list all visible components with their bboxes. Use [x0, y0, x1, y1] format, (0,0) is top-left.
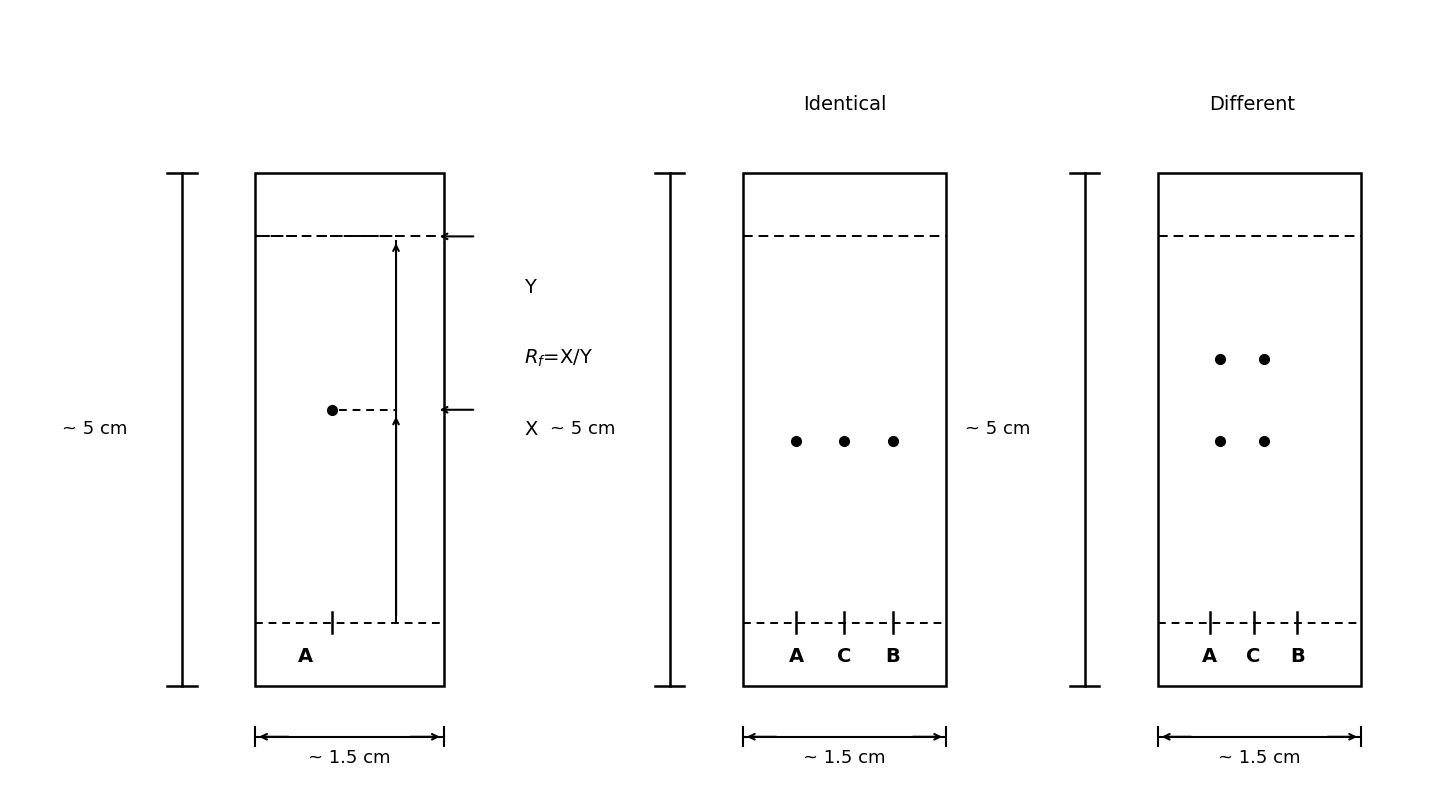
Text: C: C: [837, 647, 852, 666]
Text: A: A: [789, 647, 804, 666]
Text: A: A: [1203, 647, 1217, 666]
Text: ~ 5 cm: ~ 5 cm: [63, 421, 127, 438]
Text: B: B: [1290, 647, 1305, 666]
Text: Different: Different: [1208, 95, 1296, 114]
Text: C: C: [1246, 647, 1261, 666]
Text: X: X: [524, 420, 537, 439]
Text: ~ 5 cm: ~ 5 cm: [550, 421, 614, 438]
Text: Identical: Identical: [802, 95, 887, 114]
Bar: [255, 173, 444, 686]
Text: ~ 1.5 cm: ~ 1.5 cm: [804, 749, 885, 767]
Bar: [743, 173, 946, 686]
Text: ~ 5 cm: ~ 5 cm: [965, 421, 1029, 438]
Bar: [1158, 173, 1361, 686]
Text: $R_f$=X/Y: $R_f$=X/Y: [524, 348, 593, 370]
Text: Y: Y: [524, 278, 536, 297]
Text: A: A: [298, 647, 313, 666]
Text: ~ 1.5 cm: ~ 1.5 cm: [1219, 749, 1300, 767]
Text: B: B: [885, 647, 900, 666]
Text: ~ 1.5 cm: ~ 1.5 cm: [309, 749, 390, 767]
